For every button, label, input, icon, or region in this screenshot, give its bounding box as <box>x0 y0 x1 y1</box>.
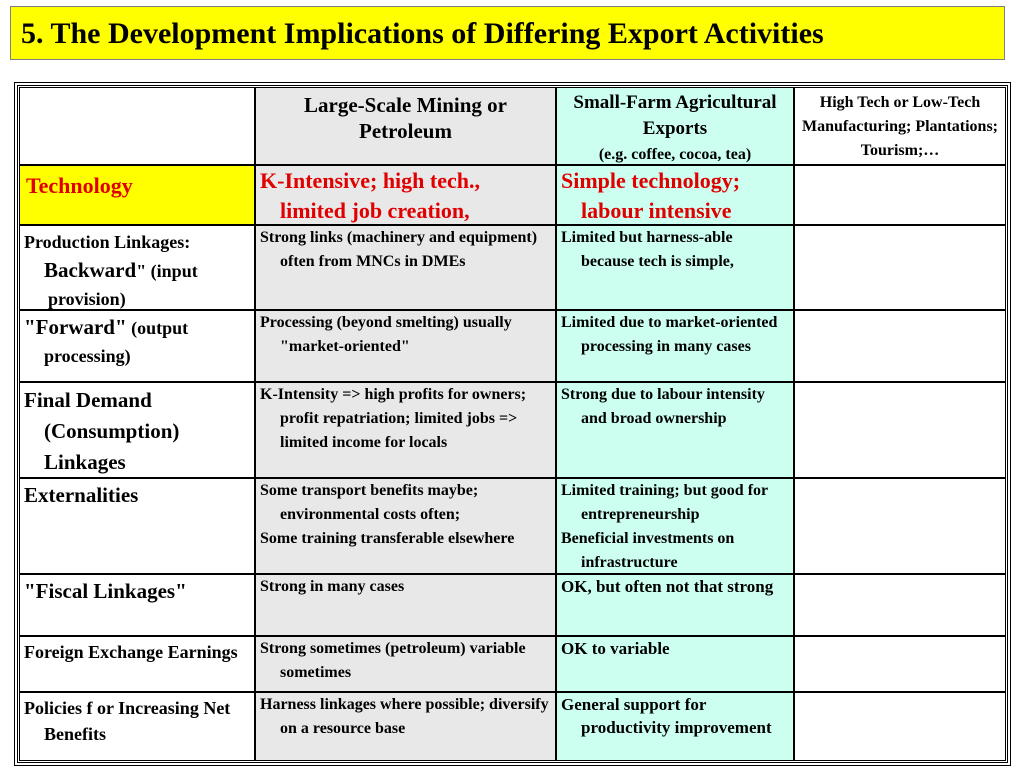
row-backward-hightech-cell <box>794 225 1006 310</box>
row-forex-farm-cell: OK to variable <box>556 636 794 692</box>
row-policies-label-cell: Policies f or Increasing Net Benefits <box>19 692 255 761</box>
row-policies-label: Policies f or Increasing Net Benefits <box>24 698 231 744</box>
row-fiscal-label-cell: "Fiscal Linkages" <box>19 574 255 636</box>
row-forward-label-1: "Forward" <box>24 315 127 339</box>
row-externalities-mining-2: Some training transferable elsewhere <box>260 530 515 547</box>
row-forex-mining: Strong sometimes (petroleum) variable so… <box>260 640 526 681</box>
row-technology-farm-cell: Simple technology; labour intensive <box>556 165 794 225</box>
row-policies-mining-cell: Harness linkages where possible; diversi… <box>255 692 556 761</box>
header-farm-sublabel: (e.g. coffee, cocoa, tea) <box>598 146 752 163</box>
row-backward-farm-cell: Limited but harness-able because tech is… <box>556 225 794 310</box>
header-farm-cell: Small-Farm Agricultural Exports (e.g. co… <box>556 87 794 165</box>
row-policies-farm-cell: General support for productivity improve… <box>556 692 794 761</box>
row-forward-hightech-cell <box>794 310 1006 382</box>
row-externalities-mining-1: Some transport benefits maybe; environme… <box>260 482 479 523</box>
row-fiscal-mining-cell: Strong in many cases <box>255 574 556 636</box>
row-externalities-label-cell: Externalities <box>19 478 255 574</box>
row-forex-label: Foreign Exchange Earnings <box>24 642 238 662</box>
title-bar: 5. The Development Implications of Diffe… <box>10 6 1005 60</box>
row-backward-label-2: Backward <box>44 258 137 282</box>
header-hightech-label: High Tech or Low-Tech Manufacturing; Pla… <box>802 94 998 159</box>
row-forex-farm: OK to variable <box>561 639 670 658</box>
row-forward-farm-cell: Limited due to market-oriented processin… <box>556 310 794 382</box>
row-policies-hightech-cell <box>794 692 1006 761</box>
row-forex-hightech-cell <box>794 636 1006 692</box>
row-fiscal-hightech-cell <box>794 574 1006 636</box>
row-backward-label-cell: Production Linkages: Backward" (input pr… <box>19 225 255 310</box>
row-forward-label-cell: "Forward" (output processing) <box>19 310 255 382</box>
row-technology-farm: Simple technology; labour intensive <box>561 168 741 223</box>
row-backward-farm: Limited but harness-able because tech is… <box>561 229 734 270</box>
row-backward-mining: Strong links (machinery and equipment) o… <box>260 229 538 270</box>
row-forward-farm: Limited due to market-oriented processin… <box>561 314 778 355</box>
comparison-table: Large-Scale Mining or Petroleum Small-Fa… <box>14 82 1011 766</box>
row-final-demand-mining: K-Intensity => high profits for owners; … <box>260 386 527 451</box>
header-hightech-cell: High Tech or Low-Tech Manufacturing; Pla… <box>794 87 1006 165</box>
row-forward-mining-cell: Processing (beyond smelting) usually "ma… <box>255 310 556 382</box>
row-technology-label-cell: Technology <box>19 165 255 225</box>
row-externalities-farm-cell: Limited training; but good for entrepren… <box>556 478 794 574</box>
row-backward-label-3: " (input provision) <box>48 261 198 309</box>
row-forex-label-cell: Foreign Exchange Earnings <box>19 636 255 692</box>
row-policies-mining: Harness linkages where possible; diversi… <box>260 696 549 737</box>
row-forex-mining-cell: Strong sometimes (petroleum) variable so… <box>255 636 556 692</box>
row-technology-label: Technology <box>26 173 133 198</box>
row-externalities-label: Externalities <box>24 483 139 507</box>
row-fiscal-farm-cell: OK, but often not that strong <box>556 574 794 636</box>
row-externalities-farm-1: Limited training; but good for entrepren… <box>561 482 768 523</box>
row-technology-mining-cell: K-Intensive; high tech., limited job cre… <box>255 165 556 225</box>
row-final-demand-label: Final Demand (Consumption) Linkages <box>24 388 180 474</box>
row-final-demand-farm-cell: Strong due to labour intensity and broad… <box>556 382 794 478</box>
row-final-demand-mining-cell: K-Intensity => high profits for owners; … <box>255 382 556 478</box>
row-policies-farm: General support for productivity improve… <box>561 695 772 737</box>
row-backward-mining-cell: Strong links (machinery and equipment) o… <box>255 225 556 310</box>
page-title: 5. The Development Implications of Diffe… <box>21 17 824 50</box>
row-externalities-hightech-cell <box>794 478 1006 574</box>
row-externalities-farm-2: Beneficial investments on infrastructure <box>561 530 735 571</box>
header-empty-cell <box>19 87 255 165</box>
header-mining-label: Large-Scale Mining or Petroleum <box>304 93 507 143</box>
row-fiscal-farm: OK, but often not that strong <box>561 577 774 596</box>
row-final-demand-farm: Strong due to labour intensity and broad… <box>561 386 765 427</box>
header-mining-cell: Large-Scale Mining or Petroleum <box>255 87 556 165</box>
header-farm-label: Small-Farm Agricultural Exports <box>573 92 777 139</box>
row-final-demand-label-cell: Final Demand (Consumption) Linkages <box>19 382 255 478</box>
row-externalities-mining-cell: Some transport benefits maybe; environme… <box>255 478 556 574</box>
row-fiscal-label: "Fiscal Linkages" <box>24 579 187 603</box>
row-backward-label-1: Production Linkages: <box>24 232 191 252</box>
row-forward-label-2: (output processing) <box>44 318 189 366</box>
row-technology-mining: K-Intensive; high tech., limited job cre… <box>260 168 480 223</box>
row-forward-mining: Processing (beyond smelting) usually "ma… <box>260 314 512 355</box>
row-final-demand-hightech-cell <box>794 382 1006 478</box>
row-fiscal-mining: Strong in many cases <box>260 578 405 595</box>
row-technology-hightech-cell <box>794 165 1006 225</box>
